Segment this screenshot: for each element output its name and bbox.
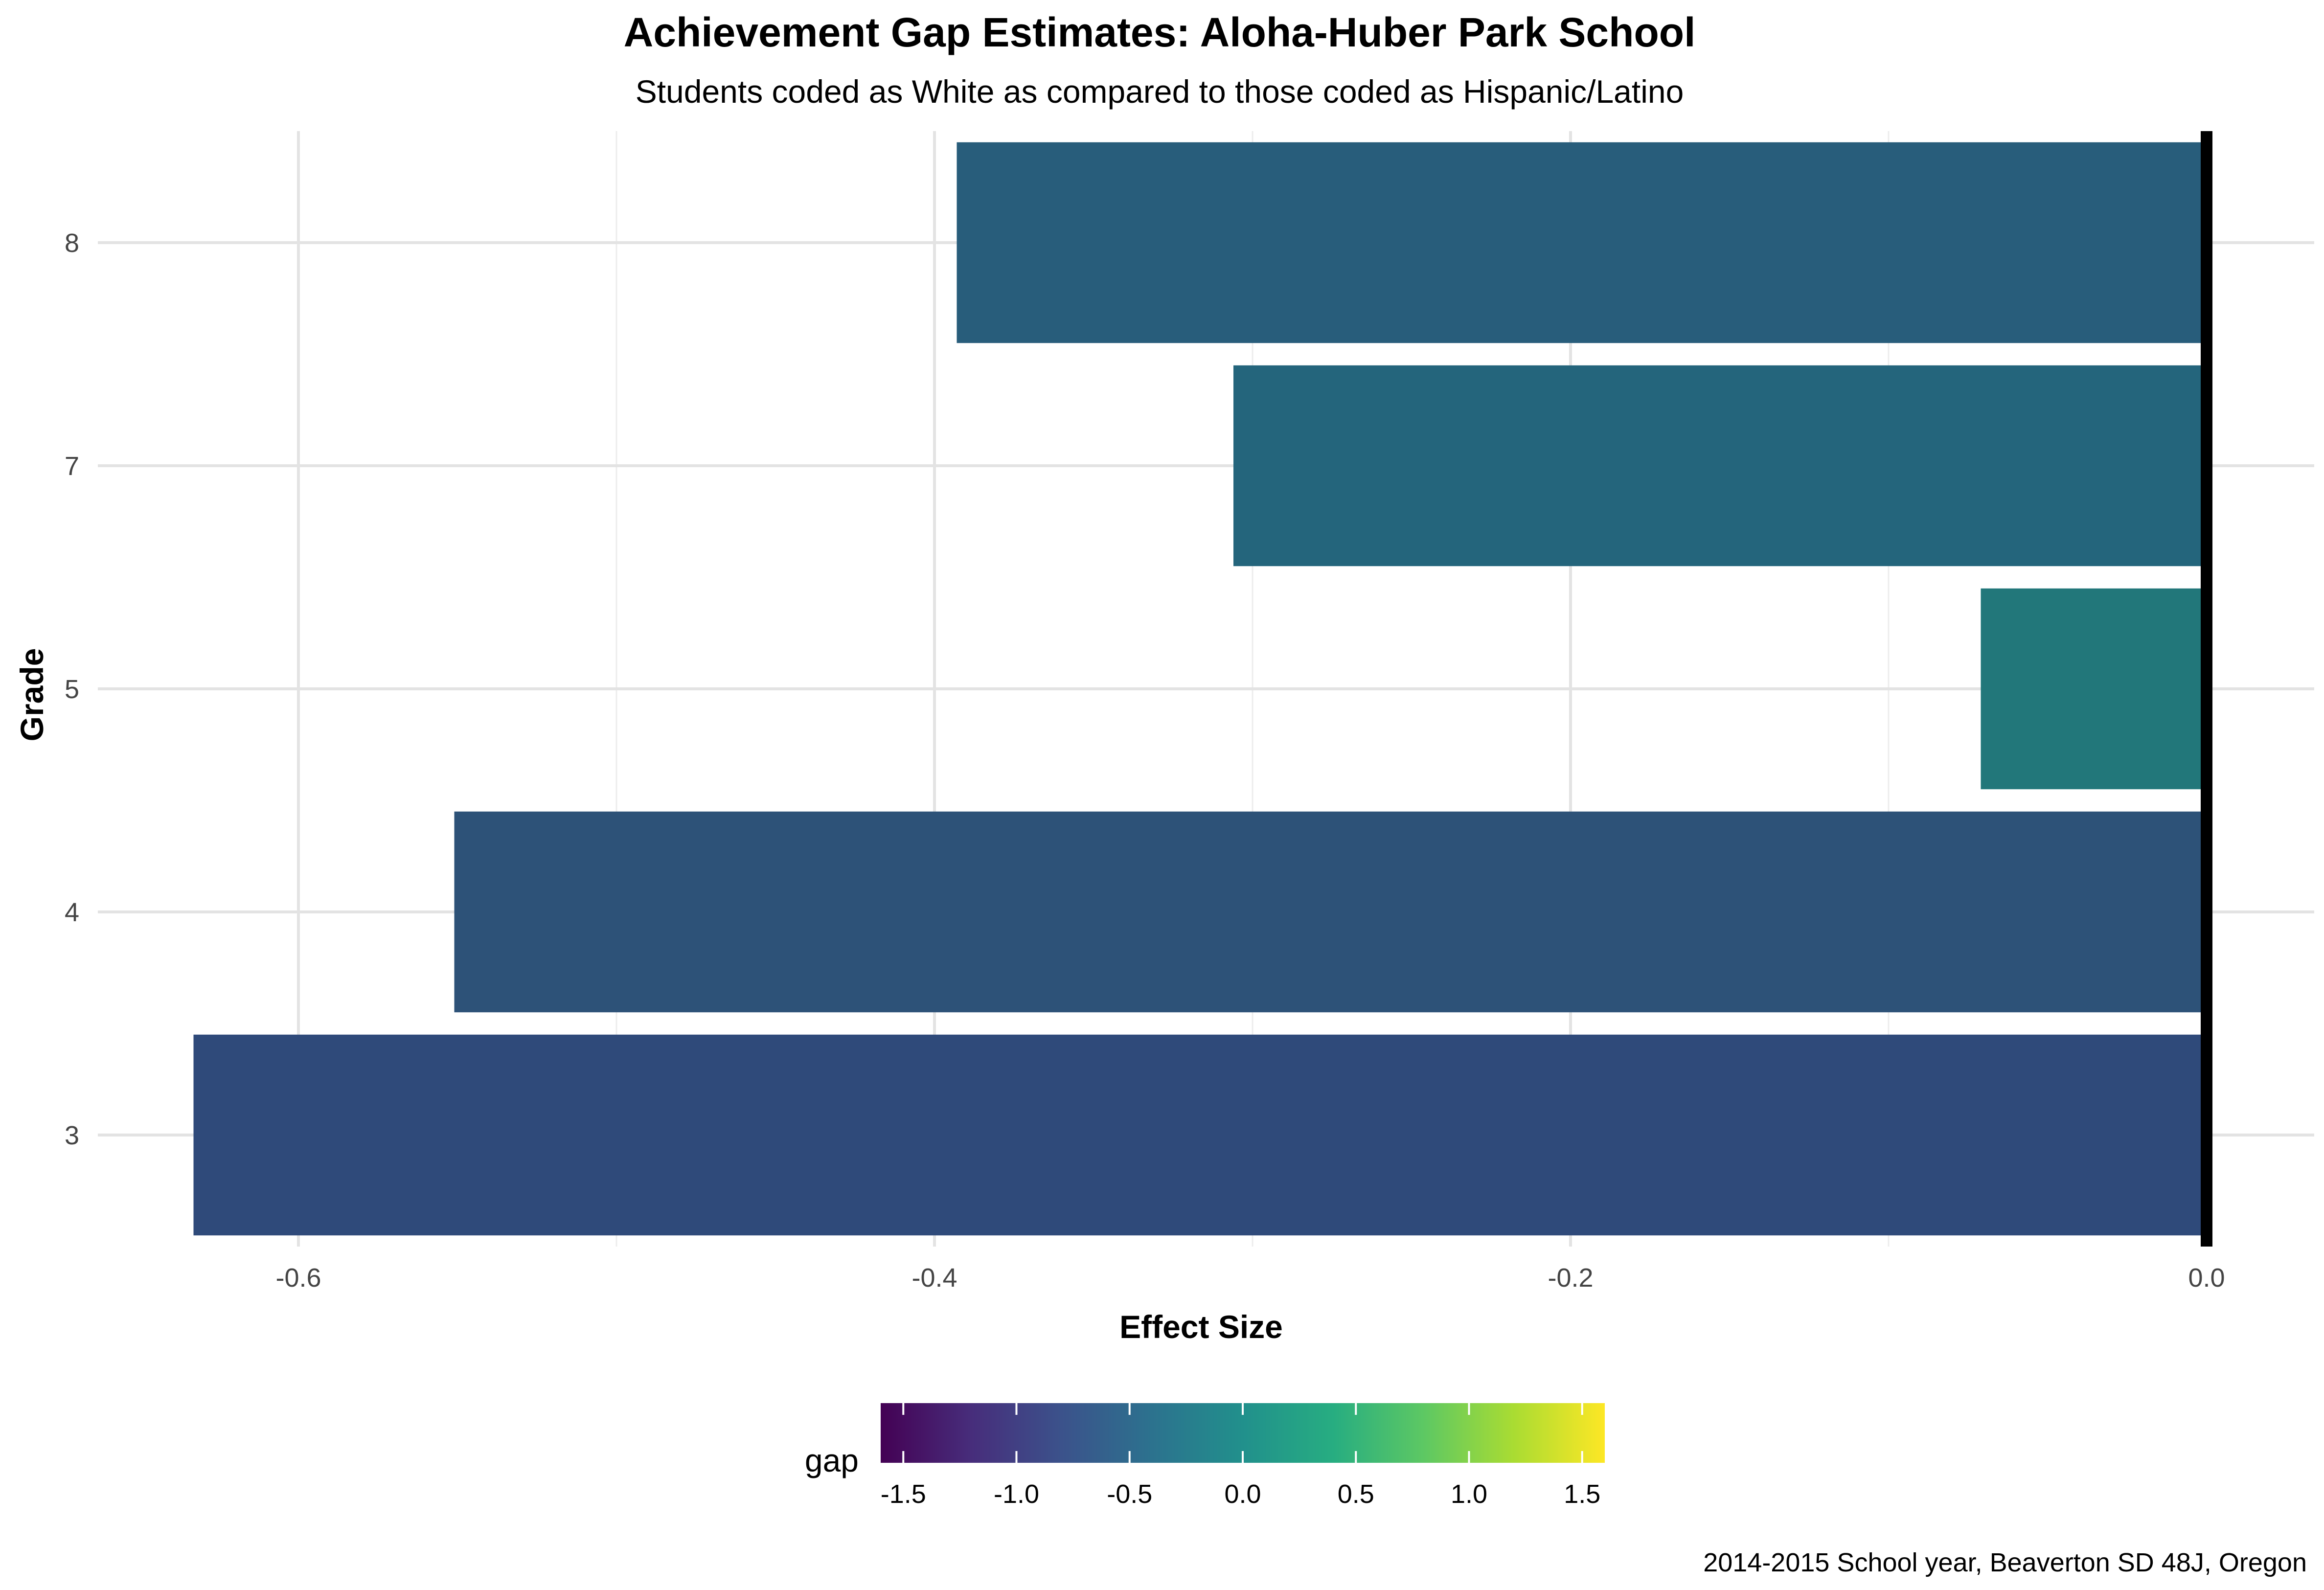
chart-caption: 2014-2015 School year, Beaverton SD 48J,… [1703, 1548, 2307, 1577]
bar-grade-7 [1233, 365, 2207, 567]
colorbar-tick-label: -1.5 [881, 1479, 926, 1509]
y-tick-label: 8 [65, 228, 79, 258]
colorbar-tick-label: 1.5 [1564, 1479, 1600, 1509]
colorbar-tick-label: -1.0 [994, 1479, 1039, 1509]
bar-grade-5 [1981, 588, 2207, 790]
chart-title: Achievement Gap Estimates: Aloha-Huber P… [624, 9, 1696, 55]
bar-grade-4 [454, 811, 2207, 1013]
legend-title: gap [805, 1442, 859, 1478]
x-tick-label: -0.2 [1548, 1263, 1593, 1293]
y-tick-label: 5 [65, 675, 79, 704]
colorbar-ticks: -1.5 -1.0 -0.5 0.0 0.5 1.0 1.5 [881, 1403, 1600, 1509]
y-tick-label: 4 [65, 898, 79, 927]
x-tick-label: -0.4 [911, 1263, 957, 1293]
bar-grade-8 [957, 142, 2207, 343]
bar-grade-3 [193, 1034, 2207, 1236]
colorbar-tick-label: 0.5 [1338, 1479, 1374, 1509]
y-tick-label: 7 [65, 452, 79, 481]
y-axis-title: Grade [14, 648, 50, 742]
legend: gap -1.5 -1.0 -0.5 0.0 0.5 1.0 1.5 [805, 1403, 1605, 1509]
x-axis-title: Effect Size [1119, 1309, 1283, 1345]
bars [193, 142, 2207, 1236]
y-tick-labels: 3 4 5 7 8 [65, 228, 79, 1150]
colorbar-tick-label: 1.0 [1451, 1479, 1487, 1509]
x-tick-labels: -0.6 -0.4 -0.2 0.0 [275, 1263, 2225, 1293]
chart-subtitle: Students coded as White as compared to t… [636, 73, 1684, 110]
colorbar-tick-label: 0.0 [1224, 1479, 1261, 1509]
y-tick-label: 3 [65, 1121, 79, 1150]
colorbar-tick-label: -0.5 [1107, 1479, 1152, 1509]
x-tick-label: -0.6 [275, 1263, 321, 1293]
x-tick-label: 0.0 [2188, 1263, 2225, 1293]
